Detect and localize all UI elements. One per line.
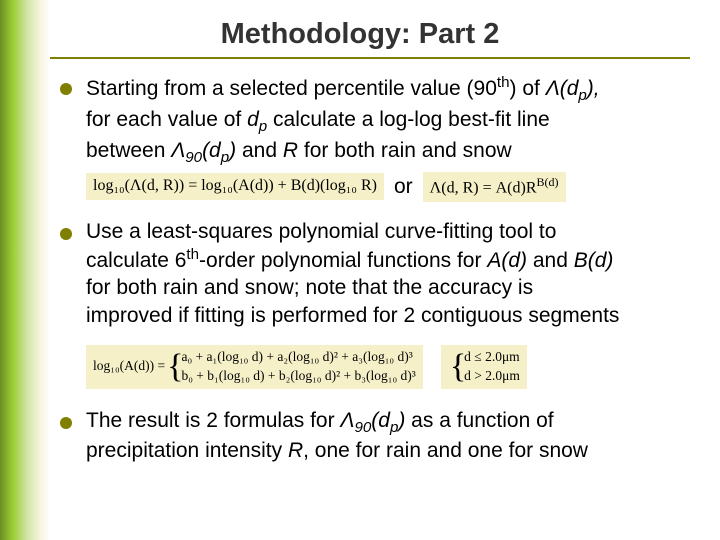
sym: Λ (340, 409, 354, 432)
lhs: log₁₀(A(d)) = (93, 357, 165, 376)
sub: 90 (354, 419, 371, 436)
var: d (247, 108, 259, 131)
sub: p (259, 118, 267, 135)
piecewise-cond-box: { d ≤ 2.0μm d > 2.0μm (441, 345, 527, 389)
sup: th (497, 74, 510, 91)
bullet-dot-icon (60, 228, 72, 240)
bullet-dot-icon (60, 417, 72, 429)
bullet-2-text: Use a least-squares polynomial curve-fit… (86, 218, 619, 329)
var: B(d) (574, 249, 614, 272)
text: for both rain and snow (298, 139, 512, 162)
var: R (288, 439, 303, 462)
var: A(d) (487, 249, 527, 272)
sym: Λ(d (546, 77, 579, 100)
bullet-1-text: Starting from a selected percentile valu… (86, 73, 600, 202)
formula-row-1: log₁₀(Λ(d, R)) = log₁₀(A(d)) + B(d)(log₁… (86, 172, 600, 202)
text: ) of (510, 77, 546, 100)
formula-1: log₁₀(Λ(d, R)) = log₁₀(A(d)) + B(d)(log₁… (86, 173, 384, 200)
sup: th (186, 246, 199, 263)
row1: a₀ + a₁(log₁₀ d) + a₂(log₁₀ d)² + a₃(log… (181, 348, 415, 367)
text: Use a least-squares polynomial curve-fit… (86, 220, 556, 243)
bullet-2: Use a least-squares polynomial curve-fit… (60, 218, 690, 329)
sub: p (578, 87, 586, 104)
piecewise-formulas: log₁₀(A(d)) = { a₀ + a₁(log₁₀ d) + a₂(lo… (86, 345, 690, 389)
text: (d (202, 139, 221, 162)
var: R (283, 139, 298, 162)
text: for both rain and snow; note that the ac… (86, 276, 533, 299)
text: (d (371, 409, 390, 432)
text: for each value of (86, 108, 247, 131)
piecewise-lhs-box: log₁₀(A(d)) = { a₀ + a₁(log₁₀ d) + a₂(lo… (86, 345, 423, 389)
formula-2-exp: B(d) (537, 175, 559, 189)
row2: b₀ + b₁(log₁₀ d) + b₂(log₁₀ d)² + b₃(log… (181, 367, 415, 386)
bullet-dot-icon (60, 83, 72, 95)
formula-2: Λ(d, R) = A(d)RB(d) (423, 172, 566, 202)
bullet-1: Starting from a selected percentile valu… (60, 73, 690, 202)
bullet-3: The result is 2 formulas for Λ90(dp) as … (60, 407, 690, 465)
sub: 90 (185, 149, 202, 166)
text: Starting from a selected percentile valu… (86, 77, 497, 100)
piece-rhs: a₀ + a₁(log₁₀ d) + a₂(log₁₀ d)² + a₃(log… (181, 348, 415, 386)
piece-cond: d ≤ 2.0μm d > 2.0μm (464, 348, 520, 386)
bullet-3-text: The result is 2 formulas for Λ90(dp) as … (86, 407, 588, 465)
text: calculate 6 (86, 249, 186, 272)
text: as a function of (405, 409, 553, 432)
sym: Λ (171, 139, 185, 162)
slide-content: Methodology: Part 2 Starting from a sele… (0, 0, 720, 540)
text: The result is 2 formulas for (86, 409, 340, 432)
text: ), (587, 77, 600, 100)
slide-title: Methodology: Part 2 (30, 18, 690, 51)
text: , one for rain and one for snow (303, 439, 588, 462)
sub: p (221, 149, 229, 166)
title-divider (50, 57, 690, 59)
text: and (527, 249, 574, 272)
cond1: d ≤ 2.0μm (464, 348, 520, 367)
text: and (236, 139, 283, 162)
formula-2a: Λ(d, R) = A(d)R (430, 179, 537, 196)
text: -order polynomial functions for (199, 249, 487, 272)
cond2: d > 2.0μm (464, 367, 520, 386)
text: improved if fitting is performed for 2 c… (86, 304, 619, 327)
or-text: or (394, 173, 413, 200)
text: calculate a log-log best-fit line (267, 108, 550, 131)
text: between (86, 139, 171, 162)
text: precipitation intensity (86, 439, 288, 462)
